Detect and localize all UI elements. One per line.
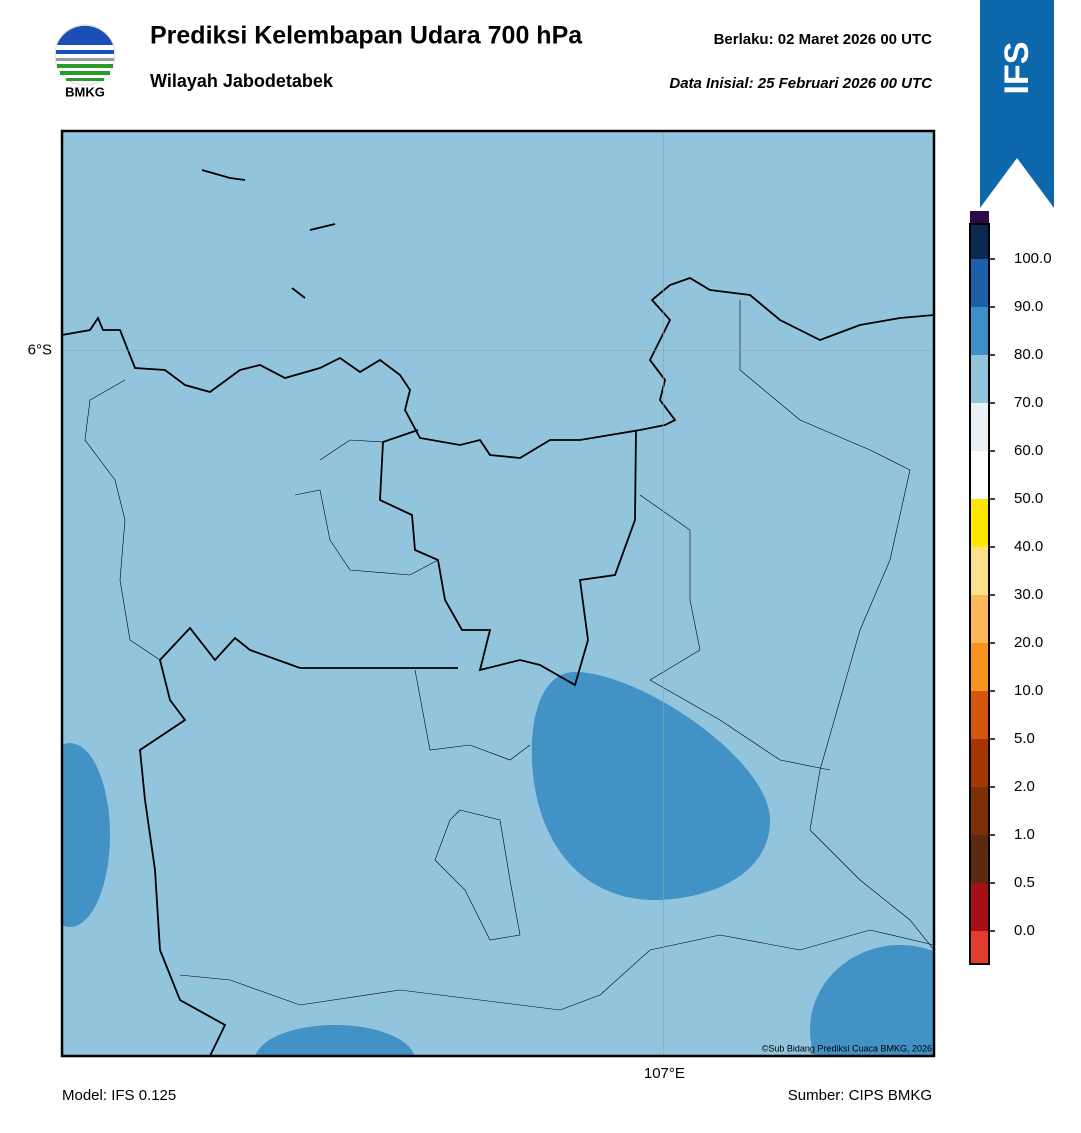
- colorbar-label: 0.5: [1014, 874, 1035, 891]
- colorbar-label: 10.0: [1014, 682, 1043, 699]
- colorbar-box: [970, 643, 989, 691]
- valid-time: Berlaku: 02 Maret 2026 00 UTC: [714, 31, 933, 48]
- colorbar-box: [970, 547, 989, 595]
- colorbar-label: 5.0: [1014, 730, 1035, 747]
- colorbar-label: 2.0: [1014, 778, 1035, 795]
- badge: [980, 0, 1054, 208]
- colorbar: 0.0 0.5 1.0 2.0 5.0 10.0 20.0 30.0 40.0 50.0 60.0 7…: [969, 211, 1052, 965]
- map: [62, 131, 934, 1056]
- colorbar-label: 80.0: [1014, 346, 1043, 363]
- title: Prediksi Kelembapan Udara 700 hPa: [150, 22, 583, 50]
- lat-label: 6°S: [28, 342, 52, 359]
- credit: ©Sub Bidang Prediksi Cuaca BMKG, 2026: [762, 1043, 932, 1053]
- source-label: Sumber: CIPS BMKG: [788, 1087, 932, 1104]
- colorbar-label: 20.0: [1014, 634, 1043, 651]
- colorbar-box: [970, 451, 989, 499]
- colorbar-box: [970, 499, 989, 547]
- init-time: Data Inisial: 25 Februari 2026 00 UTC: [669, 75, 933, 92]
- coastline: [62, 169, 934, 459]
- bmkg-logo: [54, 24, 116, 86]
- humidity-areas: [62, 672, 934, 1056]
- colorbar-box: [970, 835, 989, 883]
- subtitle: Wilayah Jabodetabek: [150, 71, 334, 91]
- colorbar-box: [970, 307, 989, 355]
- badge-text: IFS: [998, 42, 1036, 95]
- map-background: [62, 131, 934, 1056]
- model-label: Model: IFS 0.125: [62, 1087, 176, 1104]
- colorbar-label: 70.0: [1014, 394, 1043, 411]
- colorbar-box: [970, 739, 989, 787]
- lon-label: 107°E: [644, 1065, 685, 1082]
- map-frame: [60, 129, 936, 1058]
- colorbar-box: [970, 403, 989, 451]
- colorbar-box: [970, 787, 989, 835]
- colorbar-box: [970, 883, 989, 931]
- colorbar-box: [970, 259, 989, 307]
- province-border: [139, 429, 637, 1056]
- colorbar-label: 0.0: [1014, 922, 1035, 939]
- colorbar-label: 30.0: [1014, 586, 1043, 603]
- colorbar-label: 60.0: [1014, 442, 1043, 459]
- colorbar-label: 90.0: [1014, 298, 1043, 315]
- colorbar-box: [970, 355, 989, 403]
- colorbar-label: 100.0: [1014, 250, 1052, 267]
- colorbar-box: [970, 595, 989, 643]
- logo-text: BMKG: [65, 84, 105, 99]
- colorbar-frame: [969, 223, 990, 965]
- colorbar-label: 50.0: [1014, 490, 1043, 507]
- colorbar-label: 1.0: [1014, 826, 1035, 843]
- district-borders: [84, 300, 934, 1011]
- colorbar-box: [970, 211, 989, 224]
- colorbar-box: [970, 691, 989, 739]
- colorbar-box: [970, 931, 989, 964]
- colorbar-label: 40.0: [1014, 538, 1043, 555]
